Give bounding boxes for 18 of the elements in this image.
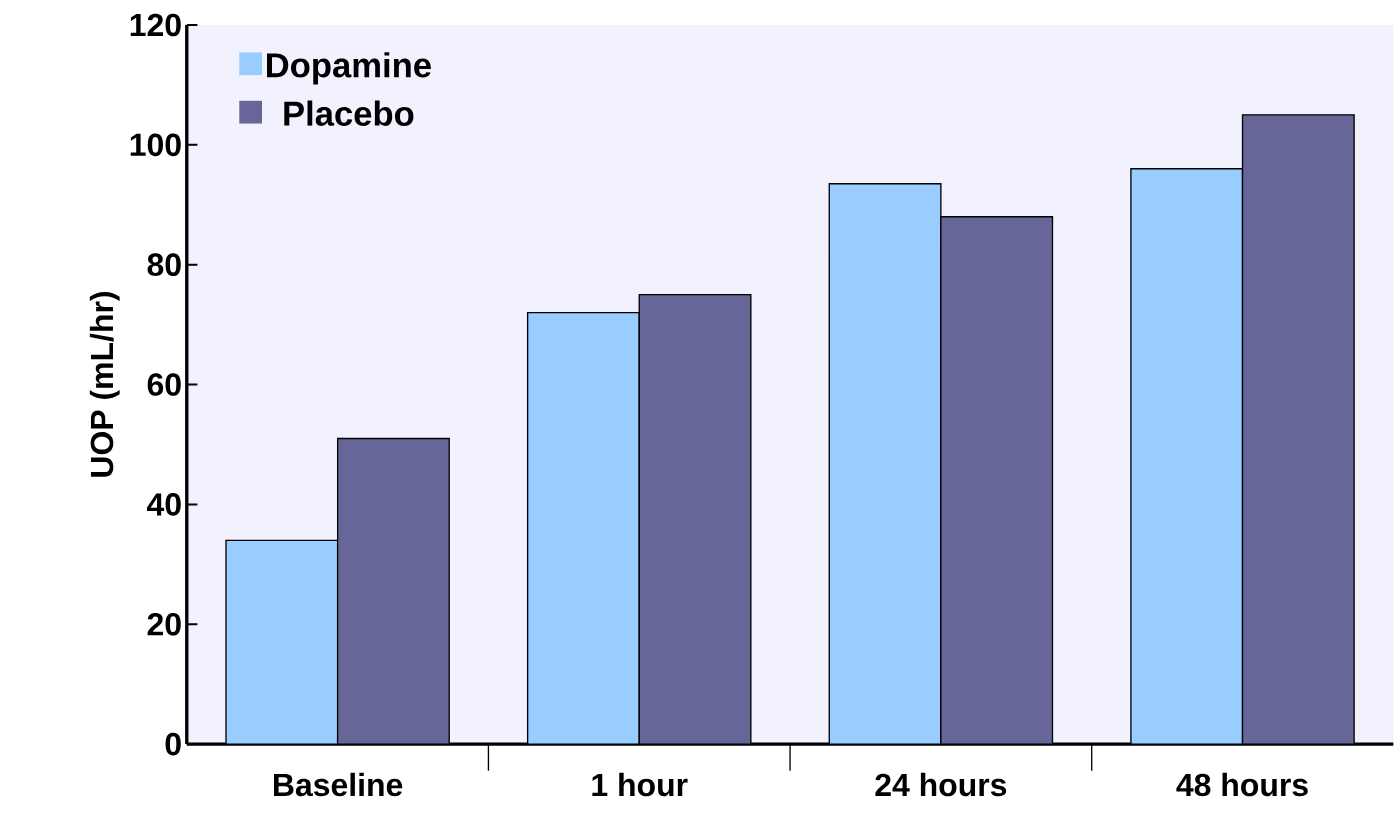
bar	[1130, 168, 1244, 745]
x-tick-label: 48 hours	[1176, 772, 1308, 797]
bar	[828, 183, 942, 745]
y-tick-label: 60	[147, 373, 181, 396]
y-tick-label: 80	[147, 253, 181, 276]
y-tick-label: 120	[130, 13, 181, 37]
y-axis-title: UOP (mL/hr)	[89, 292, 120, 477]
bar	[526, 311, 640, 745]
x-tick-label: 24 hours	[875, 772, 1007, 797]
bar	[225, 539, 339, 745]
x-tick-label: Baseline	[274, 772, 403, 797]
x-tick-label: 1 hour	[592, 772, 688, 797]
y-tick-label: 40	[147, 493, 181, 516]
y-tick-label: 100	[130, 133, 181, 157]
y-tick-label: 20	[147, 612, 181, 636]
y-tick-label: 0	[165, 732, 181, 756]
legend-label: Placebo	[284, 100, 414, 126]
legend-label: Dopamine	[267, 52, 431, 85]
